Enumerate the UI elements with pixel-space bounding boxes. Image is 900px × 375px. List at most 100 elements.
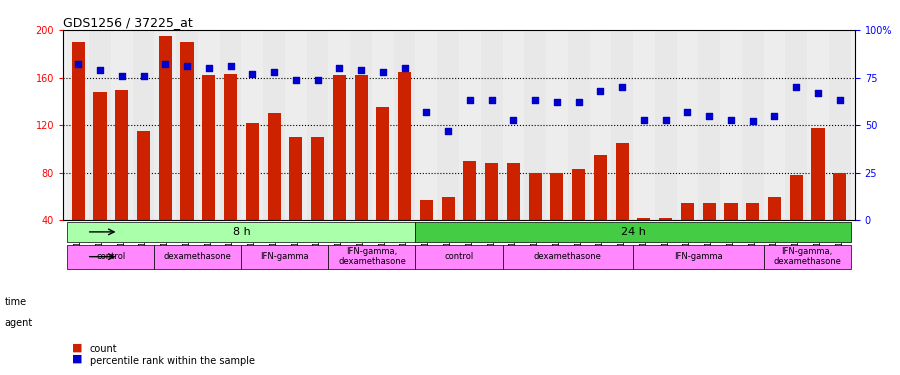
Bar	[616, 143, 629, 220]
Bar	[155, 30, 176, 220]
Point	[745, 118, 760, 124]
Point	[811, 90, 825, 96]
Bar	[328, 30, 350, 220]
Bar	[464, 161, 476, 220]
Point	[593, 88, 608, 94]
Bar	[633, 30, 655, 220]
Point	[310, 76, 325, 82]
FancyBboxPatch shape	[633, 244, 763, 268]
Bar	[659, 218, 672, 220]
Text: ■: ■	[72, 343, 83, 352]
FancyBboxPatch shape	[328, 244, 416, 268]
Bar	[594, 155, 607, 220]
Bar	[807, 30, 829, 220]
Bar	[789, 175, 803, 220]
Text: 24 h: 24 h	[621, 227, 645, 237]
Bar	[372, 30, 393, 220]
Bar	[703, 202, 716, 220]
Bar	[829, 30, 850, 220]
Bar	[198, 30, 220, 220]
Bar	[267, 113, 281, 220]
Bar	[742, 30, 763, 220]
Bar	[507, 164, 520, 220]
Point	[332, 65, 347, 71]
Bar	[698, 30, 720, 220]
Point	[245, 71, 259, 77]
Bar	[333, 75, 346, 220]
Bar	[528, 173, 542, 220]
Bar	[355, 75, 367, 220]
Point	[659, 117, 673, 123]
Bar	[551, 173, 563, 220]
FancyBboxPatch shape	[416, 222, 850, 242]
Point	[680, 109, 695, 115]
Point	[636, 117, 651, 123]
Point	[615, 84, 629, 90]
Text: IFN-gamma: IFN-gamma	[261, 252, 310, 261]
Point	[441, 128, 455, 134]
Bar	[416, 30, 437, 220]
Bar	[724, 202, 737, 220]
Bar	[786, 30, 807, 220]
Text: control: control	[96, 252, 125, 261]
Point	[180, 63, 194, 69]
Bar	[111, 30, 132, 220]
Point	[289, 76, 303, 82]
Point	[528, 98, 543, 104]
FancyBboxPatch shape	[155, 244, 241, 268]
FancyBboxPatch shape	[416, 244, 502, 268]
Bar	[202, 75, 215, 220]
Text: control: control	[445, 252, 473, 261]
Bar	[525, 30, 546, 220]
Point	[223, 63, 238, 69]
Bar	[485, 164, 499, 220]
FancyBboxPatch shape	[241, 244, 328, 268]
FancyBboxPatch shape	[68, 244, 155, 268]
Bar	[419, 200, 433, 220]
Point	[832, 98, 847, 104]
Bar	[398, 72, 411, 220]
Bar	[611, 30, 633, 220]
Bar	[289, 137, 302, 220]
Bar	[481, 30, 502, 220]
Point	[398, 65, 412, 71]
Bar	[181, 42, 194, 220]
Bar	[546, 30, 568, 220]
Point	[419, 109, 434, 115]
Bar	[833, 173, 846, 220]
Bar	[246, 123, 259, 220]
Bar	[572, 169, 585, 220]
Bar	[720, 30, 742, 220]
Bar	[224, 74, 237, 220]
Point	[71, 61, 86, 67]
Bar	[350, 30, 372, 220]
Point	[724, 117, 738, 123]
Point	[789, 84, 804, 90]
Bar	[637, 218, 651, 220]
Text: percentile rank within the sample: percentile rank within the sample	[90, 356, 255, 366]
Point	[572, 99, 586, 105]
Bar	[437, 30, 459, 220]
Point	[484, 98, 499, 104]
Bar	[94, 92, 106, 220]
Text: count: count	[90, 345, 118, 354]
FancyBboxPatch shape	[68, 222, 416, 242]
Text: dexamethasone: dexamethasone	[534, 252, 602, 261]
Point	[114, 73, 129, 79]
Point	[375, 69, 390, 75]
Text: 8 h: 8 h	[232, 227, 250, 237]
Text: IFN-gamma,
dexamethasone: IFN-gamma, dexamethasone	[338, 247, 406, 266]
Bar	[459, 30, 481, 220]
Bar	[376, 107, 390, 220]
Bar	[137, 131, 150, 220]
Bar	[655, 30, 677, 220]
Bar	[158, 36, 172, 220]
Point	[506, 117, 520, 123]
Bar	[307, 30, 328, 220]
FancyBboxPatch shape	[502, 244, 633, 268]
Bar	[746, 202, 760, 220]
Point	[136, 73, 150, 79]
Bar	[442, 196, 454, 220]
Bar	[768, 196, 781, 220]
Text: agent: agent	[4, 318, 32, 327]
